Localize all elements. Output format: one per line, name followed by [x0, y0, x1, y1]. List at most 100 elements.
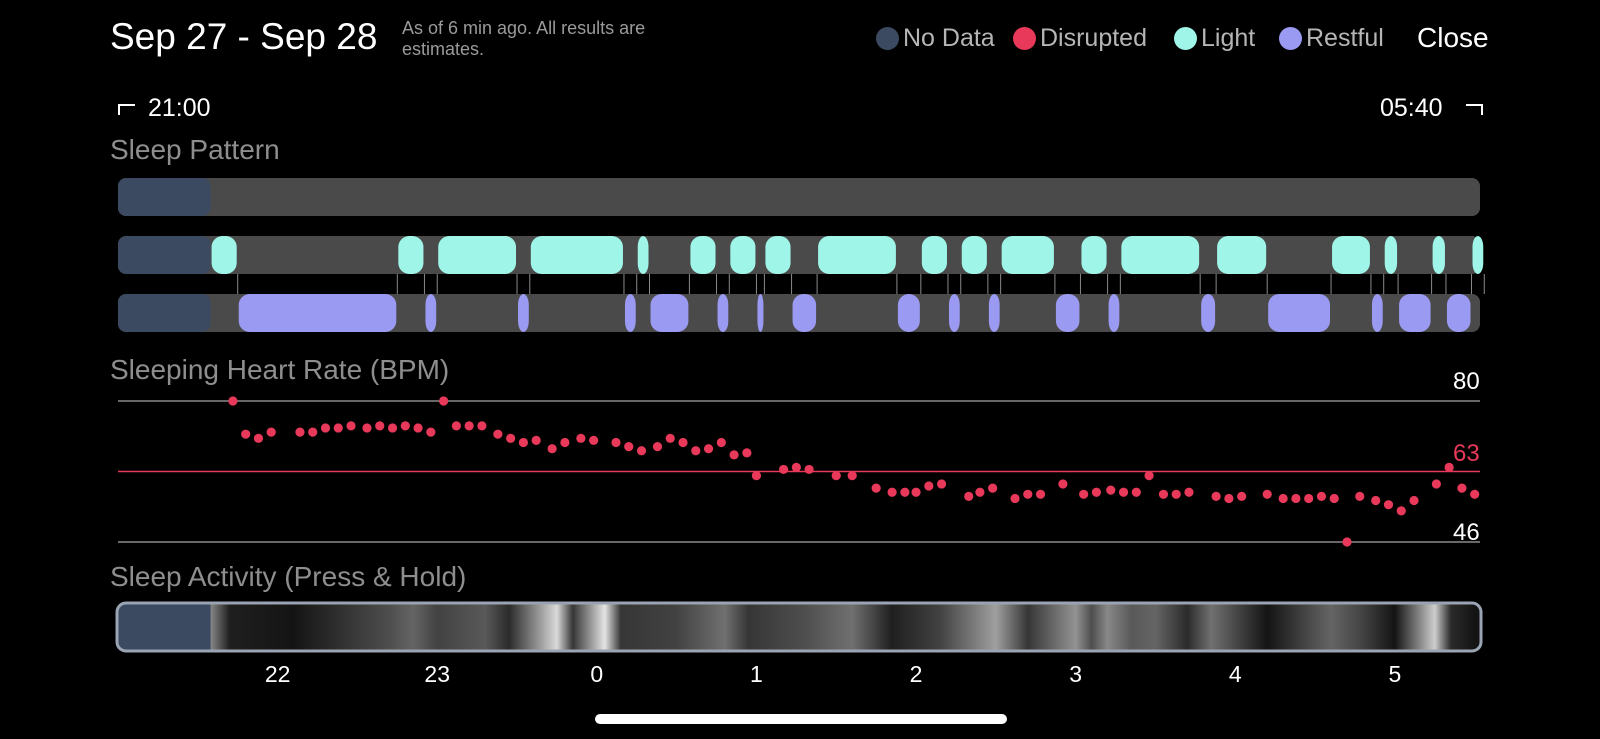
heart-rate-point	[1371, 495, 1381, 506]
heart-rate-point	[871, 483, 881, 493]
heart-rate-point	[1355, 491, 1365, 501]
home-indicator[interactable]	[595, 714, 1007, 724]
restful-sleep-segment	[1201, 294, 1216, 332]
light-sleep-segment	[1472, 236, 1484, 274]
heart-rate-point	[1316, 491, 1327, 501]
heart-rate-title: Sleeping Heart Rate (BPM)	[110, 354, 450, 385]
heart-rate-average-label: 63	[1453, 440, 1480, 467]
light-sleep-segment	[1332, 236, 1370, 274]
light-dot-icon	[1174, 27, 1197, 50]
heart-rate-point	[576, 433, 586, 443]
heart-rate-point	[451, 421, 461, 431]
heart-rate-point	[1237, 491, 1247, 501]
light-sleep-segment	[818, 236, 896, 274]
heart-rate-point	[1010, 493, 1020, 504]
restful-sleep-segment	[1055, 294, 1080, 332]
light-sleep-segment	[1081, 236, 1107, 274]
heart-rate-point	[1058, 479, 1068, 489]
time-axis-tick-label: 22	[264, 661, 291, 687]
heart-rate-point	[652, 442, 663, 452]
heart-rate-point	[742, 448, 752, 458]
heart-rate-point	[589, 435, 599, 445]
light-sleep-segment	[398, 236, 424, 274]
heart-rate-point	[804, 464, 814, 475]
range-start-time: 21:00	[148, 94, 211, 122]
heart-rate-point	[1457, 483, 1467, 493]
heart-rate-point	[729, 450, 739, 460]
page-title: Sep 27 - Sep 28	[110, 16, 378, 57]
heart-rate-point	[975, 487, 985, 497]
heart-rate-point	[464, 421, 474, 431]
heart-rate-point	[1211, 491, 1221, 501]
heart-rate-point	[1091, 487, 1102, 497]
heart-rate-point	[1278, 493, 1288, 504]
heart-rate-point	[831, 471, 841, 481]
heart-rate-point	[400, 421, 410, 431]
restful-sleep-segment	[757, 294, 764, 332]
sleep-pattern-title: Sleep Pattern	[110, 134, 280, 165]
sleep-activity-border	[115, 601, 1483, 653]
heart-rate-point	[1171, 489, 1181, 499]
heart-rate-point	[1023, 489, 1033, 499]
heart-rate-point	[1409, 495, 1419, 506]
heart-rate-point	[1144, 471, 1154, 481]
heart-rate-point	[413, 423, 423, 433]
light-sleep-segment	[690, 236, 716, 274]
light-row-no-data	[118, 236, 211, 274]
heart-rate-point	[308, 427, 318, 437]
heart-rate-point	[477, 421, 487, 431]
heart-rate-point	[1444, 462, 1454, 472]
range-end-bracket-icon	[1466, 104, 1483, 115]
close-button[interactable]: Close	[1417, 22, 1489, 53]
restful-sleep-segment	[650, 294, 689, 332]
light-row-track	[118, 236, 1480, 274]
heart-rate-point	[1291, 493, 1301, 504]
heart-rate-point	[1396, 506, 1406, 516]
heart-rate-point	[703, 444, 714, 454]
light-sleep-segment	[637, 236, 649, 274]
range-end-time: 05:40	[1380, 94, 1443, 122]
heart-rate-point	[911, 487, 921, 497]
heart-rate-point	[778, 464, 789, 475]
heart-rate-point	[1262, 489, 1272, 499]
legend-light: Light	[1174, 24, 1255, 53]
legend-restful: Restful	[1279, 24, 1384, 53]
heart-rate-point	[346, 421, 356, 431]
heart-rate-point	[636, 446, 647, 456]
heart-rate-point	[1035, 489, 1046, 499]
time-axis-tick-label: 4	[1228, 661, 1242, 687]
heart-rate-point	[375, 421, 385, 431]
heart-rate-point	[1184, 487, 1194, 497]
sleep-activity-title: Sleep Activity (Press & Hold)	[110, 561, 467, 592]
heart-rate-point	[716, 437, 726, 448]
heart-rate-point	[518, 437, 529, 448]
heart-rate-point	[624, 442, 634, 452]
legend-disrupted: Disrupted	[1013, 24, 1147, 53]
heart-rate-point	[320, 423, 331, 433]
light-sleep-segment	[1121, 236, 1200, 274]
heart-rate-point	[1383, 500, 1394, 510]
last-updated-note: As of 6 min ago. All results are estimat…	[402, 18, 646, 59]
time-axis-tick-label: 23	[424, 661, 451, 687]
heart-rate-point	[791, 462, 801, 472]
time-axis-tick-label: 1	[750, 661, 763, 687]
restful-sleep-segment	[897, 294, 920, 332]
heart-rate-point	[924, 481, 934, 491]
range-start-bracket-icon	[118, 104, 135, 115]
sleep-activity-strip[interactable]	[118, 604, 1480, 650]
heart-rate-point	[678, 437, 688, 448]
heart-rate-point	[611, 437, 621, 448]
light-sleep-segment	[1384, 236, 1398, 274]
restful-dot-icon	[1279, 27, 1302, 50]
heart-rate-point	[1118, 487, 1129, 497]
light-sleep-segment	[1217, 236, 1267, 274]
heart-rate-point	[1224, 493, 1234, 504]
light-sleep-segment	[765, 236, 791, 274]
heart-rate-point	[936, 479, 947, 489]
restful-sleep-segment	[624, 294, 636, 332]
heart-rate-point	[253, 433, 264, 443]
restful-sleep-segment	[988, 294, 1000, 332]
heart-rate-point	[964, 491, 974, 501]
heart-rate-point	[531, 435, 541, 445]
heart-rate-point	[1106, 485, 1116, 495]
